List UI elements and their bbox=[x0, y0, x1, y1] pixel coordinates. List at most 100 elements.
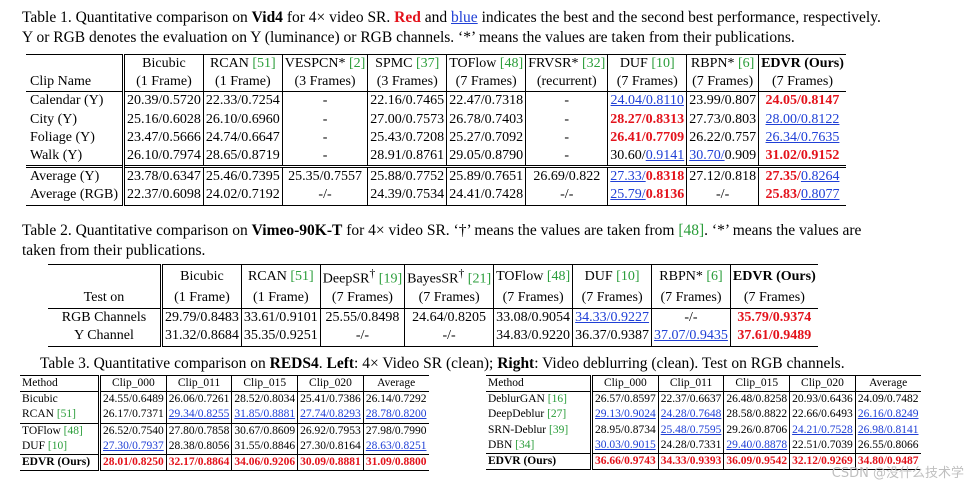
cell: -/- bbox=[686, 186, 759, 206]
row-label: Average (RGB) bbox=[30, 187, 118, 203]
cell-second-best: 30.03/0.9015 bbox=[590, 437, 659, 454]
cell-second-best: 24.28/0.7648 bbox=[657, 407, 724, 423]
header-average: Average bbox=[362, 375, 429, 392]
row-label: Y Channel bbox=[74, 328, 134, 344]
row-label: EDVR (Ours) bbox=[22, 456, 91, 469]
header-clip: Clip_011 bbox=[165, 375, 232, 392]
cell: - bbox=[281, 147, 368, 167]
cell-second-best: 29.34/0.8255 bbox=[165, 407, 232, 424]
header-vespcn: VESPCN* [2] bbox=[281, 54, 368, 74]
cell: -/- bbox=[525, 186, 608, 206]
row-label: Bicubic bbox=[22, 393, 58, 406]
cell: 23.78/0.6347 bbox=[122, 166, 204, 187]
header-frames: (7 Frames) bbox=[651, 289, 731, 309]
cell: 27.30/0.8164 bbox=[297, 438, 364, 455]
cell: 22.33/0.7254 bbox=[202, 91, 283, 111]
header-clip: Clip_015 bbox=[231, 375, 298, 392]
header-frames: (7 Frames) bbox=[729, 289, 818, 309]
cell: 24.02/0.7192 bbox=[202, 186, 283, 206]
table-row: SRN-Deblur [39] 28.95/0.8734 25.48/0.759… bbox=[486, 422, 921, 438]
cell-best: 34.80/0.9487 bbox=[854, 453, 921, 470]
header-frames: (1 Frame) bbox=[122, 73, 204, 92]
header-edvr: EDVR (Ours) bbox=[729, 264, 818, 290]
table-row: DBN [34] 30.03/0.9015 24.28/0.7331 29.40… bbox=[486, 437, 921, 454]
caption-red-word: Red bbox=[394, 9, 421, 26]
cell: 29.79/0.8483 bbox=[160, 308, 242, 328]
cell-best: 34.33/0.9393 bbox=[657, 453, 724, 470]
cell-best: 34.06/0.9206 bbox=[231, 454, 298, 471]
cell: - bbox=[281, 91, 368, 111]
header-frames: (7 Frames) bbox=[607, 73, 687, 92]
table-row: DUF [10] 27.30/0.7937 28.38/0.8056 31.55… bbox=[20, 438, 429, 455]
header-deepsr: DeepSR† [19] bbox=[319, 264, 405, 290]
cell: 23.99/0.807 bbox=[686, 91, 759, 111]
header-frames: (7 Frames) bbox=[686, 73, 759, 92]
table3-left: Method Clip_000 Clip_011 Clip_015 Clip_0… bbox=[20, 375, 429, 471]
cell: 30.70/0.909 bbox=[686, 147, 759, 167]
cell: 26.06/0.7261 bbox=[165, 391, 232, 408]
cell: 27.00/0.7573 bbox=[367, 110, 447, 129]
cell-best: 28.27/0.8313 bbox=[607, 110, 687, 129]
cell: 27.80/0.7858 bbox=[165, 423, 232, 439]
cell-best: 26.41/0.7709 bbox=[607, 128, 687, 148]
cell: 28.91/0.8761 bbox=[367, 147, 447, 167]
header-frvsr: FRVSR* [32] bbox=[525, 54, 608, 74]
cell: 25.43/0.7208 bbox=[367, 128, 447, 148]
cell-second-best: 34.33/0.9227 bbox=[572, 308, 652, 328]
row-label: Average (Y) bbox=[30, 169, 100, 185]
cell: 22.37/0.6637 bbox=[657, 391, 724, 408]
header-duf: DUF [10] bbox=[572, 264, 652, 290]
row-label: RCAN [51] bbox=[22, 408, 76, 421]
table-row: Average (RGB) 22.37/0.6098 24.02/0.7192 … bbox=[26, 186, 846, 206]
cell: -/- bbox=[651, 308, 731, 328]
cell: 26.57/0.8597 bbox=[590, 391, 659, 408]
cell-second-best: 24.21/0.7528 bbox=[789, 422, 856, 438]
header-empty bbox=[26, 55, 124, 74]
header-spmc: SPMC [37] bbox=[367, 54, 447, 74]
table2-caption-line1: Table 2. Quantitative comparison on Vime… bbox=[22, 222, 862, 239]
table-row: EDVR (Ours) 28.01/0.8250 32.17/0.8864 34… bbox=[20, 454, 429, 471]
cell-second-best: 26.34/0.7635 bbox=[758, 128, 846, 148]
table-row: RCAN [51] 26.17/0.7371 29.34/0.8255 31.8… bbox=[20, 407, 429, 424]
table-row: Foliage (Y) 23.47/0.5666 24.74/0.6647 - … bbox=[26, 128, 846, 148]
header-frames: (7 Frames) bbox=[404, 289, 494, 309]
header-frames: (7 Frames) bbox=[319, 289, 405, 309]
row-label: DeepDeblur [27] bbox=[488, 408, 567, 421]
cell: 27.33/0.8318 bbox=[607, 166, 687, 187]
caption-text: and bbox=[420, 9, 451, 26]
cell: 24.74/0.6647 bbox=[202, 128, 283, 148]
cell: 25.27/0.7092 bbox=[446, 128, 526, 148]
cell: 33.08/0.9054 bbox=[493, 308, 573, 328]
cell: 26.14/0.7292 bbox=[362, 391, 429, 408]
cell: 20.93/0.6436 bbox=[789, 391, 856, 408]
header-empty bbox=[48, 265, 162, 290]
cell: -/- bbox=[319, 327, 405, 347]
header-test-on: Test on bbox=[83, 290, 125, 306]
cell: 26.10/0.6960 bbox=[202, 110, 283, 129]
cell: 27.35/0.8264 bbox=[758, 166, 846, 187]
table2: Bicubic RCAN [51] DeepSR† [19] BayesSR† … bbox=[48, 264, 818, 347]
header-rcan: RCAN [51] bbox=[202, 54, 283, 74]
row-label: DUF [10] bbox=[22, 439, 68, 452]
cell: - bbox=[525, 91, 608, 111]
cell: - bbox=[525, 147, 608, 167]
cell: 24.41/0.7428 bbox=[446, 186, 526, 206]
cell: 26.78/0.7403 bbox=[446, 110, 526, 129]
header-rbpn: RBPN* [6] bbox=[686, 54, 759, 74]
cell: 31.55/0.8846 bbox=[231, 438, 298, 455]
cell-best: 37.61/0.9489 bbox=[729, 327, 818, 347]
header-method: Method bbox=[22, 377, 58, 389]
cell-best: 31.02/0.9152 bbox=[758, 147, 846, 167]
cell: - bbox=[281, 128, 368, 148]
cell: 26.55/0.8066 bbox=[854, 437, 921, 454]
row-label: DBN [34] bbox=[488, 438, 535, 451]
cell: 24.64/0.8205 bbox=[404, 308, 494, 328]
table-row: RGB Channels 29.79/0.8483 33.61/0.9101 2… bbox=[48, 308, 818, 328]
table-row: Average (Y) 23.78/0.6347 25.46/0.7395 25… bbox=[26, 166, 846, 187]
cell-second-best: 28.63/0.8251 bbox=[362, 438, 429, 455]
cell: 36.37/0.9387 bbox=[572, 327, 652, 347]
cell: -/- bbox=[404, 327, 494, 347]
cell-best: 35.79/0.9374 bbox=[729, 308, 818, 328]
row-label: TOFlow [48] bbox=[22, 424, 83, 437]
header-frames: (recurrent) bbox=[525, 73, 608, 92]
